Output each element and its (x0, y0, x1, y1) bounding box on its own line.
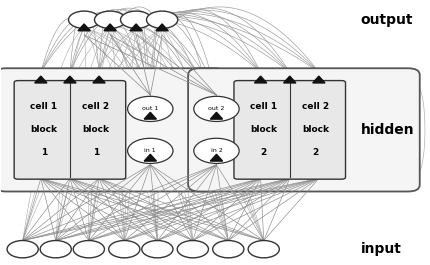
FancyBboxPatch shape (14, 81, 126, 179)
Circle shape (128, 138, 173, 164)
Circle shape (7, 241, 38, 258)
Circle shape (147, 11, 178, 28)
Text: 2: 2 (313, 148, 319, 157)
Circle shape (109, 241, 140, 258)
Text: 2: 2 (261, 148, 267, 157)
Text: hidden: hidden (361, 123, 414, 137)
Polygon shape (210, 154, 223, 161)
Polygon shape (284, 76, 296, 83)
Polygon shape (144, 154, 157, 161)
Polygon shape (104, 24, 116, 31)
Circle shape (142, 241, 173, 258)
Text: output: output (361, 13, 413, 27)
Text: cell 2: cell 2 (302, 102, 329, 111)
FancyBboxPatch shape (0, 68, 226, 192)
Polygon shape (78, 24, 90, 31)
Text: 1: 1 (41, 148, 47, 157)
Circle shape (73, 241, 104, 258)
Circle shape (177, 241, 209, 258)
Circle shape (95, 11, 126, 28)
Text: in 2: in 2 (211, 148, 222, 153)
Text: block: block (302, 125, 329, 134)
Polygon shape (93, 76, 105, 83)
Text: input: input (361, 242, 402, 256)
Text: block: block (31, 125, 58, 134)
Circle shape (120, 11, 152, 28)
Polygon shape (64, 76, 76, 83)
Polygon shape (313, 76, 325, 83)
Circle shape (194, 138, 239, 164)
Text: block: block (250, 125, 277, 134)
Text: cell 1: cell 1 (250, 102, 277, 111)
Polygon shape (156, 24, 168, 31)
FancyBboxPatch shape (234, 81, 346, 179)
Text: out 2: out 2 (208, 107, 224, 111)
Text: cell 1: cell 1 (31, 102, 58, 111)
Text: cell 2: cell 2 (83, 102, 110, 111)
Text: 1: 1 (93, 148, 99, 157)
Text: in 1: in 1 (144, 148, 156, 153)
Circle shape (128, 96, 173, 121)
Circle shape (68, 11, 100, 28)
Polygon shape (255, 76, 267, 83)
Text: out 1: out 1 (142, 107, 158, 111)
Circle shape (40, 241, 71, 258)
Polygon shape (144, 112, 157, 119)
Circle shape (248, 241, 280, 258)
Polygon shape (35, 76, 47, 83)
FancyBboxPatch shape (188, 68, 420, 192)
Text: block: block (83, 125, 109, 134)
Polygon shape (130, 24, 142, 31)
Circle shape (213, 241, 244, 258)
Circle shape (194, 96, 239, 121)
Polygon shape (210, 112, 223, 119)
